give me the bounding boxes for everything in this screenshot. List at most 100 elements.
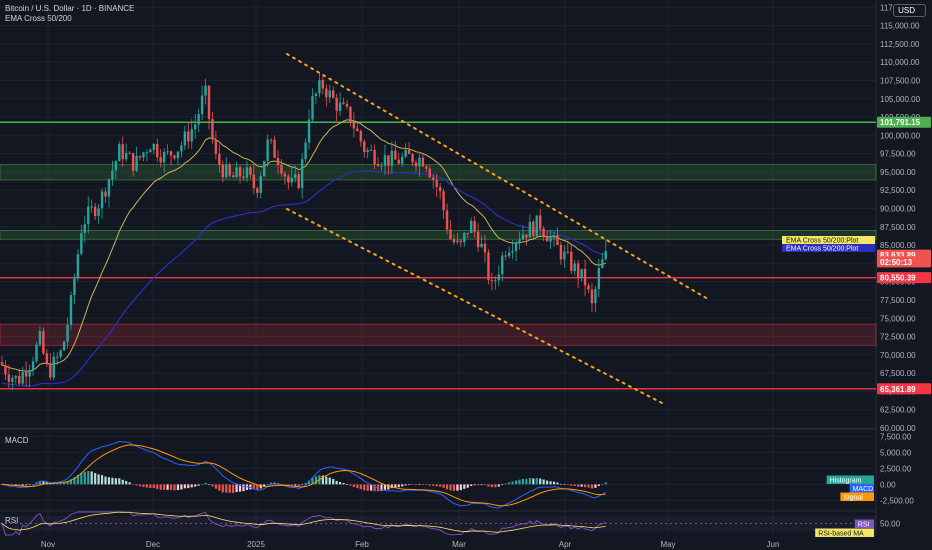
candle-body [373, 149, 376, 165]
macd-tick-label: 5,000.00 [880, 448, 912, 457]
macd-histogram-bar [335, 480, 338, 485]
price-badge-label: 02:50:13 [880, 258, 913, 267]
candle-body [159, 157, 162, 163]
price-badge [877, 272, 931, 284]
rsi-tick-label: 50.00 [880, 520, 901, 529]
currency-button[interactable]: USD [893, 4, 926, 17]
macd-histogram-bar [238, 484, 242, 492]
candle-body [394, 150, 397, 160]
macd-histogram-bar [394, 484, 397, 488]
indicator-label[interactable]: EMA Cross 50/200 [5, 14, 72, 23]
macd-histogram-bar [173, 484, 176, 491]
candle-body [152, 144, 155, 150]
candle-body [452, 239, 456, 243]
macd-histogram-bar [297, 484, 300, 487]
candle-body [221, 164, 224, 178]
macd-histogram-bar [169, 484, 173, 491]
candle-body [332, 90, 335, 98]
macd-histogram-bar [435, 484, 438, 487]
macd-histogram-bar [183, 484, 186, 489]
candle-body [390, 150, 394, 166]
candle-body [62, 341, 66, 351]
candle-body [369, 149, 373, 151]
candle-body [345, 103, 349, 107]
macd-histogram-bar [473, 484, 476, 486]
candle-body [162, 151, 166, 163]
macd-histogram-bar [270, 482, 273, 485]
macd-histogram-bar [28, 484, 31, 485]
macd-histogram-bar [487, 484, 490, 487]
candle-body [52, 356, 55, 378]
candle-body [259, 176, 262, 193]
candle-body [311, 95, 314, 120]
candle-body [545, 235, 549, 242]
candle-body [518, 239, 521, 243]
candle-body [187, 131, 190, 142]
candle-body [397, 159, 400, 164]
ema-50-line [1, 119, 606, 372]
macd-histogram-bar [373, 484, 376, 492]
candle-body [597, 268, 601, 290]
candle-body [69, 294, 73, 325]
candle-body [97, 208, 100, 217]
candle-body [570, 251, 573, 272]
candle-body [294, 174, 297, 178]
macd-histogram-bar [518, 479, 521, 485]
macd-histogram-bar [546, 480, 549, 485]
candle-body [145, 152, 149, 154]
price-tick-label: 105,000.00 [880, 95, 921, 104]
candle-body [449, 229, 452, 240]
candle-body [252, 174, 256, 189]
candle-body [435, 179, 438, 187]
macd-histogram-bar [321, 475, 324, 485]
time-tick-label: Dec [146, 540, 160, 549]
candle-body [266, 139, 269, 161]
candle-body [473, 221, 476, 232]
macd-line [1, 440, 607, 509]
symbol-title[interactable]: Bitcoin / U.S. Dollar · 1D · BINANCE [5, 4, 135, 13]
candle-body [507, 252, 511, 256]
candle-body [483, 243, 487, 253]
candle-body [200, 95, 204, 114]
candle-body [228, 164, 231, 176]
candle-body [387, 155, 390, 166]
candle-body [318, 80, 321, 94]
macd-histogram-bar [356, 484, 359, 489]
macd-histogram-bar [366, 484, 369, 491]
candle-body [380, 165, 383, 167]
candle-body [383, 155, 387, 166]
price-tick-label: 77,500.00 [880, 296, 916, 305]
macd-histogram-bar [166, 484, 169, 490]
macd-histogram-bar [252, 484, 255, 490]
macd-histogram-bar [332, 478, 335, 485]
candle-body [428, 168, 431, 178]
macd-histogram-bar [66, 481, 69, 485]
candle-body [532, 221, 535, 236]
price-badge [877, 383, 931, 395]
macd-histogram-bar [421, 484, 424, 485]
macd-histogram-bar [401, 484, 404, 487]
macd-histogram-bar [349, 484, 352, 486]
candle-body [559, 244, 563, 260]
price-zone [0, 230, 877, 240]
rsi-legend-badge [815, 528, 874, 537]
macd-histogram-bar [159, 484, 162, 490]
candle-body [128, 152, 131, 154]
macd-histogram-bar [494, 484, 497, 488]
candle-body [4, 365, 7, 375]
candle-body [445, 210, 449, 230]
macd-histogram-bar [501, 484, 504, 485]
macd-histogram-bar [452, 484, 456, 491]
macd-histogram-bar [25, 484, 28, 486]
candle-body [197, 113, 200, 125]
macd-histogram-bar [138, 484, 142, 487]
macd-histogram-bar [425, 484, 428, 486]
macd-histogram-bar [214, 484, 217, 489]
candle-body [138, 156, 142, 158]
macd-histogram-bar [380, 484, 383, 491]
candle-body [401, 156, 404, 164]
price-badge [877, 256, 931, 268]
macd-tick-label: 2,500.00 [880, 464, 912, 473]
macd-histogram-bar [31, 483, 35, 485]
